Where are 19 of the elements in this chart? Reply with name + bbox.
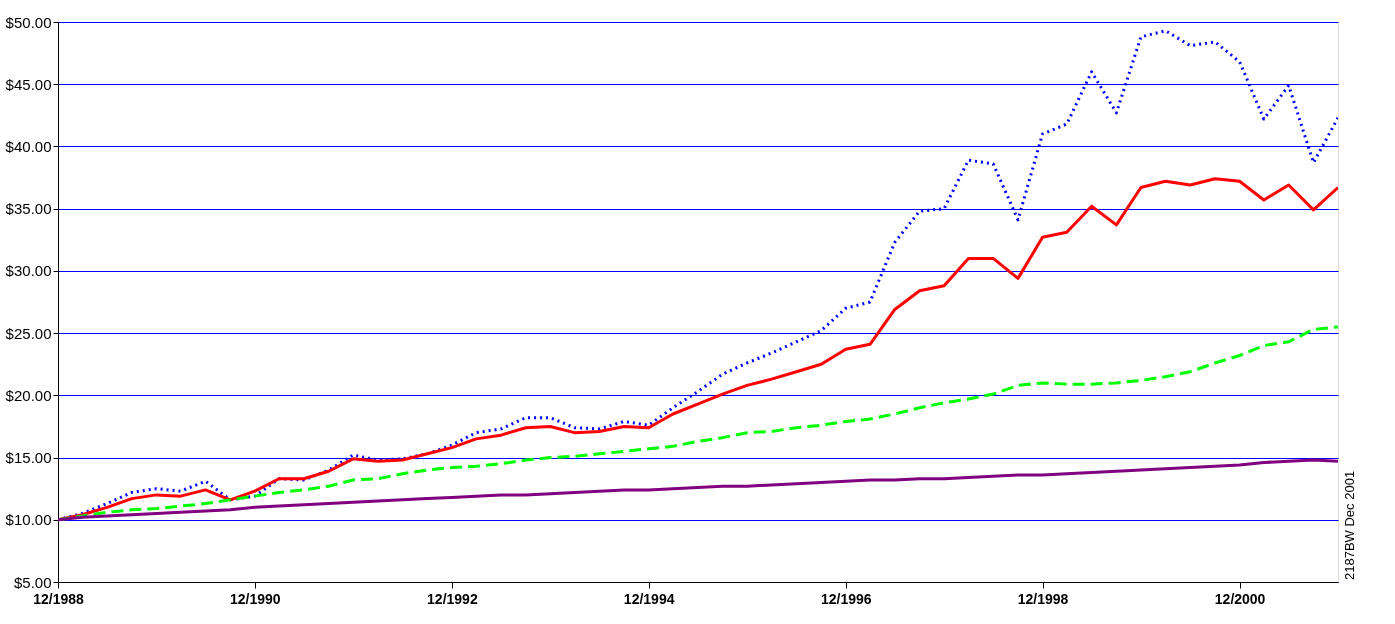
x-tick-label: 12/1994	[623, 590, 675, 607]
x-tick-label: 12/1996	[820, 590, 872, 607]
line-series	[58, 458, 1338, 522]
y-tick-label: $35.00	[5, 200, 52, 218]
x-tick-label: 12/1988	[33, 590, 85, 607]
x-tick-label: 12/1992	[427, 590, 478, 607]
x-tick-label: 12/1990	[229, 590, 281, 607]
y-tick-label: $10.00	[5, 511, 52, 529]
y-tick-label: $20.00	[5, 386, 52, 404]
y-tick-label: $45.00	[5, 75, 52, 93]
text: 2187BW Dec 2001	[1342, 470, 1357, 580]
y-tick-label: $30.00	[5, 262, 52, 280]
x-tick-label: 12/2000	[1214, 590, 1266, 607]
y-tick-label: $25.00	[5, 324, 52, 342]
y-tick-label: $50.00	[5, 13, 52, 31]
y-tick-label: $15.00	[5, 449, 52, 467]
y-tick-label: $5.00	[13, 573, 52, 591]
x-tick-label: 12/1998	[1017, 590, 1069, 607]
y-tick-label: $40.00	[5, 137, 52, 155]
